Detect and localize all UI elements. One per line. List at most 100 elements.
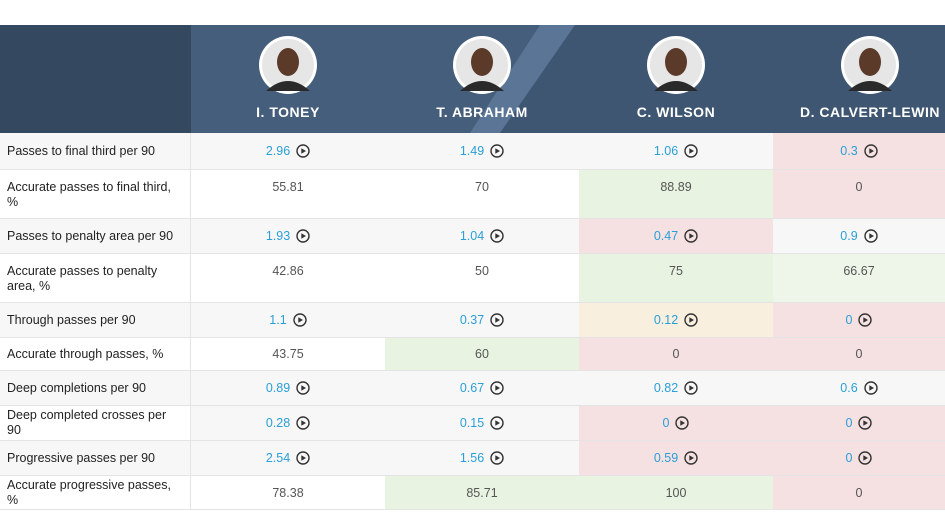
row-label: Progressive passes per 90 — [0, 441, 191, 476]
play-icon[interactable] — [858, 451, 873, 465]
stat-value[interactable]: 0.47 — [653, 229, 679, 243]
stat-value[interactable]: 0.37 — [459, 313, 485, 327]
stat-value[interactable]: 0.6 — [840, 381, 858, 395]
stat-cell: 43.75 — [191, 338, 385, 371]
stat-cell: 0.59 — [579, 441, 773, 476]
stat-cell: 55.81 — [191, 170, 385, 219]
stat-cell: 1.04 — [385, 219, 579, 254]
play-icon[interactable] — [292, 313, 307, 327]
play-icon[interactable] — [490, 416, 504, 430]
play-icon[interactable] — [490, 144, 504, 158]
stat-cell: 85.71 — [385, 476, 579, 510]
row-label: Accurate through passes, % — [0, 338, 191, 371]
play-icon[interactable] — [863, 381, 878, 395]
play-icon[interactable] — [684, 381, 698, 395]
play-icon[interactable] — [858, 416, 873, 430]
stat-cell: 2.54 — [191, 441, 385, 476]
stat-value: 78.38 — [272, 485, 304, 500]
stat-value[interactable]: 1.06 — [653, 144, 679, 158]
play-icon[interactable] — [490, 229, 504, 243]
stat-value[interactable]: 1.49 — [459, 144, 485, 158]
row-label: Passes to final third per 90 — [0, 133, 191, 170]
stat-cell: 1.1 — [191, 303, 385, 338]
play-icon[interactable] — [490, 451, 504, 465]
stat-cell: 100 — [579, 476, 773, 510]
stat-cell: 78.38 — [191, 476, 385, 510]
stat-value[interactable]: 0 — [845, 313, 853, 327]
stat-value: 43.75 — [272, 347, 304, 361]
stat-cell: 66.67 — [773, 254, 945, 303]
play-icon[interactable] — [296, 381, 310, 395]
stat-value: 100 — [665, 485, 687, 500]
stat-cell: 88.89 — [579, 170, 773, 219]
stat-cell: 0.3 — [773, 133, 945, 170]
stat-cell: 70 — [385, 170, 579, 219]
stat-value[interactable]: 0.28 — [265, 416, 291, 430]
play-icon[interactable] — [863, 144, 878, 158]
stat-value[interactable]: 0.12 — [653, 313, 679, 327]
stat-value[interactable]: 0 — [845, 451, 853, 465]
play-icon[interactable] — [858, 313, 873, 327]
player-name: I. TONEY — [256, 104, 320, 120]
header-shape — [470, 25, 575, 133]
stat-cell: 1.93 — [191, 219, 385, 254]
play-icon[interactable] — [675, 416, 690, 430]
stat-value[interactable]: 0.67 — [459, 381, 485, 395]
stat-value: 70 — [475, 180, 489, 194]
play-icon[interactable] — [684, 451, 698, 465]
stat-cell: 0 — [773, 170, 945, 219]
stat-cell: 1.49 — [385, 133, 579, 170]
play-icon[interactable] — [863, 229, 878, 243]
stat-value[interactable]: 0 — [662, 416, 670, 430]
play-icon[interactable] — [296, 229, 310, 243]
stat-cell: 42.86 — [191, 254, 385, 303]
play-icon[interactable] — [684, 144, 698, 158]
player-avatar — [647, 36, 705, 94]
row-label: Deep completions per 90 — [0, 371, 191, 406]
play-icon[interactable] — [296, 416, 310, 430]
stat-value[interactable]: 1.04 — [459, 229, 485, 243]
play-icon[interactable] — [490, 381, 504, 395]
stat-value[interactable]: 0.82 — [653, 381, 679, 395]
stats-table: Passes to final third per 90 2.96 1.49 1.06… — [0, 133, 945, 510]
stat-value: 0 — [672, 347, 680, 361]
player-name: C. WILSON — [636, 104, 716, 120]
stat-cell: 0.47 — [579, 219, 773, 254]
stat-value[interactable]: 0 — [845, 416, 853, 430]
stat-value: 88.89 — [660, 180, 692, 194]
stat-cell: 0 — [579, 338, 773, 371]
stat-value[interactable]: 2.54 — [265, 451, 291, 465]
play-icon[interactable] — [684, 313, 698, 327]
row-label: Passes to penalty area per 90 — [0, 219, 191, 254]
stat-value[interactable]: 0.3 — [840, 144, 858, 158]
stat-value[interactable]: 0.9 — [840, 229, 858, 243]
row-label: Accurate passes to final third, % — [0, 170, 191, 219]
stat-value[interactable]: 0.15 — [459, 416, 485, 430]
play-icon[interactable] — [296, 451, 310, 465]
stat-value[interactable]: 0.59 — [653, 451, 679, 465]
play-icon[interactable] — [296, 144, 310, 158]
stat-cell: 0 — [579, 406, 773, 441]
play-icon[interactable] — [684, 229, 698, 243]
stat-cell: 50 — [385, 254, 579, 303]
stat-cell: 0 — [773, 406, 945, 441]
stat-value[interactable]: 0.89 — [265, 381, 291, 395]
stat-value[interactable]: 1.1 — [269, 313, 287, 327]
stat-value[interactable]: 1.93 — [265, 229, 291, 243]
stat-value: 60 — [475, 347, 489, 361]
player-avatar — [453, 36, 511, 94]
stat-cell: 0.82 — [579, 371, 773, 406]
row-label: Accurate passes to penalty area, % — [0, 254, 191, 303]
stat-value[interactable]: 2.96 — [265, 144, 291, 158]
stat-cell: 0 — [773, 303, 945, 338]
stat-cell: 0.89 — [191, 371, 385, 406]
play-icon[interactable] — [490, 313, 504, 327]
stat-value[interactable]: 1.56 — [459, 451, 485, 465]
row-label: Deep completed crosses per 90 — [0, 406, 191, 441]
stat-cell: 0 — [773, 476, 945, 510]
player-avatar — [259, 36, 317, 94]
stat-cell: 60 — [385, 338, 579, 371]
row-label: Accurate progressive passes, % — [0, 476, 191, 510]
stat-cell: 0 — [773, 338, 945, 371]
